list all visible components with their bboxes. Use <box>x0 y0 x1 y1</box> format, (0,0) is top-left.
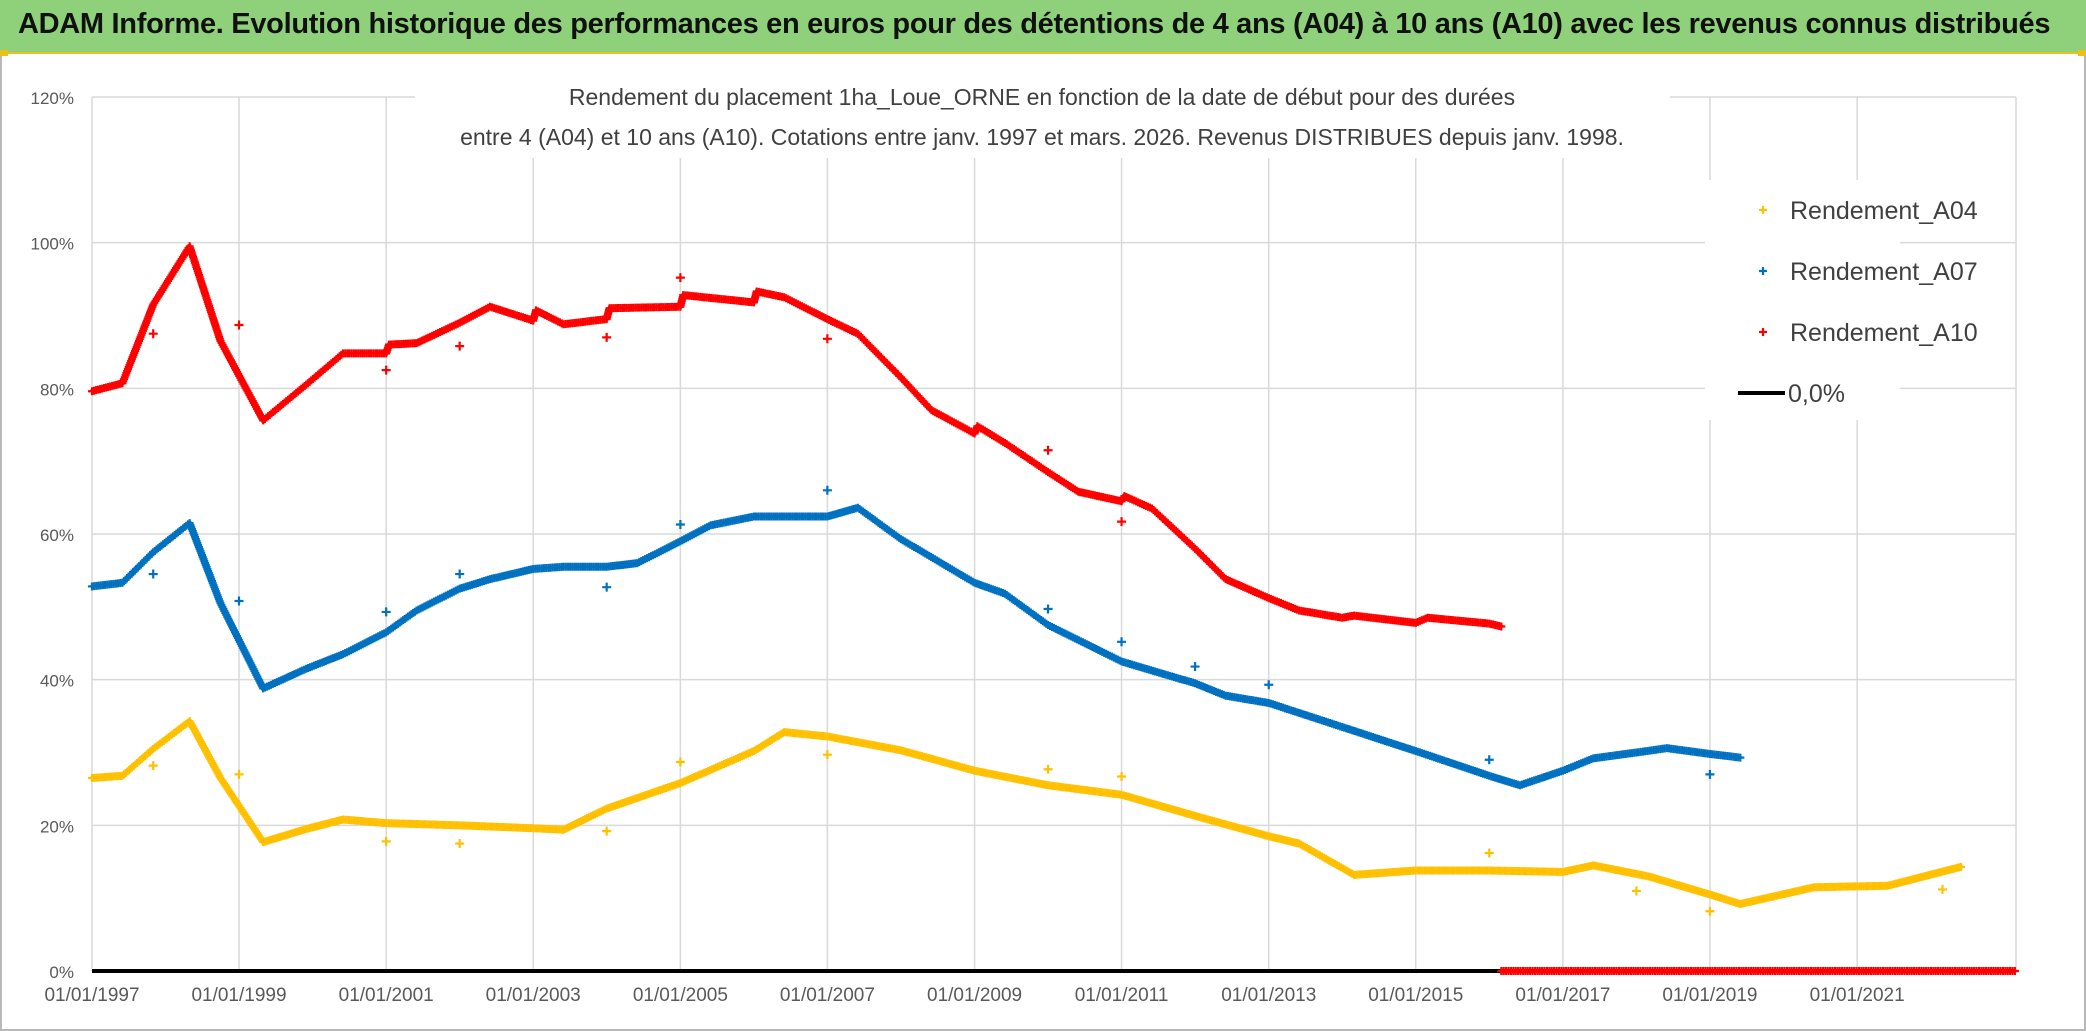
data-point-marker <box>2010 967 2019 975</box>
series-rendement_a07 <box>88 485 1745 790</box>
series-rendement_a04 <box>88 717 1966 916</box>
y-tick-labels: 0% 20% 40% 60% 80% 100% 120% <box>31 89 74 982</box>
data-point-marker <box>455 569 465 579</box>
x-tick-label: 01/01/2009 <box>927 985 1022 1006</box>
data-point-marker <box>148 761 158 771</box>
x-tick-labels: 01/01/1997 01/01/1999 01/01/2001 01/01/2003… <box>44 985 1904 1006</box>
x-tick-label: 01/01/2001 <box>339 985 434 1006</box>
data-point-marker <box>234 320 244 330</box>
data-point-marker <box>1117 517 1127 527</box>
y-tick-label: 60% <box>40 526 74 545</box>
y-tick-label: 40% <box>40 672 74 691</box>
y-tick-label: 120% <box>31 89 74 108</box>
data-point-marker <box>234 769 244 779</box>
banner-corner-right <box>2078 50 2086 56</box>
chart-title-background <box>415 76 1670 158</box>
data-point-marker <box>455 839 465 849</box>
legend-label: Rendement_A04 <box>1790 197 1978 225</box>
x-tick-label: 01/01/2019 <box>1662 985 1757 1006</box>
y-tick-label: 100% <box>31 235 74 254</box>
x-tick-label: 01/01/2021 <box>1810 985 1905 1006</box>
x-tick-label: 01/01/2007 <box>780 985 875 1006</box>
data-point-marker <box>1736 753 1745 762</box>
data-point-marker <box>381 607 391 617</box>
legend-label: 0,0% <box>1788 380 1845 408</box>
data-point-marker <box>675 273 685 283</box>
data-point-marker <box>1043 764 1053 774</box>
data-point-marker <box>1484 848 1494 858</box>
banner-title: ADAM Informe. Evolution historique des p… <box>18 8 2051 40</box>
data-point-marker <box>602 826 612 836</box>
data-point-marker <box>455 341 465 351</box>
data-point-marker <box>1938 884 1947 894</box>
data-point-marker <box>675 757 685 767</box>
data-point-marker <box>602 582 612 592</box>
legend-swatch <box>1759 267 1767 275</box>
data-point-marker <box>1043 445 1053 455</box>
x-tick-label: 01/01/2011 <box>1075 985 1169 1006</box>
y-tick-label: 20% <box>40 817 74 836</box>
data-point-marker <box>822 334 832 344</box>
data-point-marker <box>148 569 158 579</box>
chart-title-line-1: Rendement du placement 1ha_Loue_ORNE en … <box>569 84 1515 110</box>
data-point-marker <box>1117 637 1127 647</box>
legend-label: Rendement_A07 <box>1790 258 1978 286</box>
legend-swatch <box>1759 328 1767 336</box>
data-point-marker <box>1705 769 1715 779</box>
banner-corner-left <box>0 50 8 56</box>
legend-label: Rendement_A10 <box>1790 319 1978 347</box>
data-point-marker <box>1631 886 1641 896</box>
data-point-marker <box>675 520 685 530</box>
chart-title-group: Rendement du placement 1ha_Loue_ORNE en … <box>415 76 1670 158</box>
data-point-marker <box>1043 604 1053 614</box>
y-tick-label: 80% <box>40 380 74 399</box>
data-point-marker <box>234 596 244 606</box>
data-point-marker <box>1484 755 1494 765</box>
x-tick-label: 01/01/2013 <box>1221 985 1316 1006</box>
x-tick-label: 01/01/1997 <box>44 985 139 1006</box>
legend: Rendement_A04 Rendement_A07 Rendement_A10 0… <box>1705 180 1978 420</box>
series-group <box>88 242 2019 975</box>
data-point-marker <box>148 329 158 339</box>
y-tick-label: 0% <box>49 963 74 982</box>
data-point-marker <box>1705 906 1715 916</box>
data-point-marker <box>1497 622 1506 631</box>
title-banner: ADAM Informe. Evolution historique des p… <box>0 0 2086 54</box>
data-point-marker <box>822 750 832 760</box>
legend-swatch <box>1759 206 1767 214</box>
data-point-marker <box>381 836 391 846</box>
x-tick-label: 01/01/2017 <box>1515 985 1610 1006</box>
x-tick-label: 01/01/2005 <box>633 985 728 1006</box>
series-rendement_a10 <box>88 242 1506 631</box>
series-a10-zero-markers <box>1497 967 2019 975</box>
x-tick-label: 01/01/2015 <box>1368 985 1463 1006</box>
x-tick-label: 01/01/2003 <box>486 985 581 1006</box>
data-point-marker <box>602 332 612 342</box>
data-point-marker <box>1957 862 1966 871</box>
data-point-marker <box>381 365 391 375</box>
legend-background <box>1705 180 1900 420</box>
data-point-marker <box>1117 772 1127 782</box>
x-tick-label: 01/01/1999 <box>191 985 286 1006</box>
chart-title-line-2: entre 4 (A04) et 10 ans (A10). Cotations… <box>460 124 1624 150</box>
data-point-marker <box>1264 680 1274 690</box>
data-point-marker <box>822 485 832 495</box>
data-point-marker <box>1190 662 1200 672</box>
